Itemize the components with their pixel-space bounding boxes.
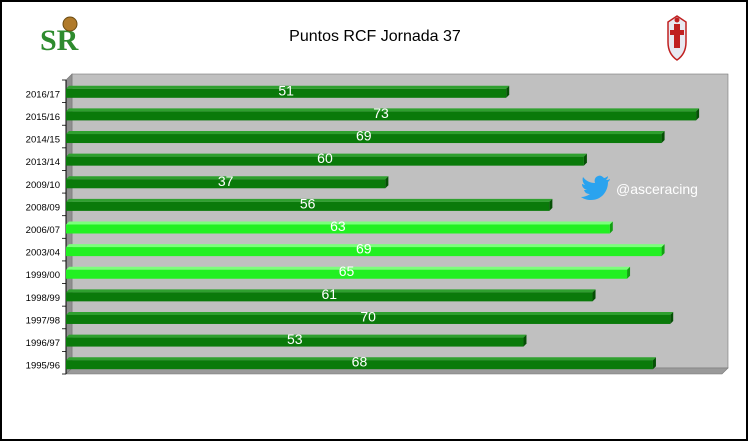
bar-top (66, 108, 700, 112)
y-tick-label: 2003/04 (26, 248, 60, 259)
bar (66, 179, 386, 189)
twitter-handle[interactable]: @asceracing (616, 181, 698, 197)
bar-top (66, 131, 665, 135)
bar (66, 134, 662, 144)
y-tick-label: 2016/17 (26, 89, 60, 100)
bar-side (523, 334, 527, 347)
bar-side (627, 266, 631, 279)
bar (66, 88, 507, 98)
bar (66, 337, 524, 347)
bar-side (385, 176, 389, 189)
bar (66, 360, 653, 370)
bar-top (66, 266, 631, 270)
bar-top (66, 244, 665, 248)
y-tick-label: 1997/98 (26, 315, 60, 326)
bar (66, 314, 671, 324)
data-label: 65 (339, 263, 355, 279)
y-tick-label: 2014/15 (26, 135, 60, 146)
club-crest-icon (667, 15, 687, 61)
y-tick-label: 2013/14 (26, 157, 60, 168)
bar-side (506, 85, 510, 98)
bar-top (66, 221, 613, 225)
y-tick-label: 2015/16 (26, 112, 60, 123)
chart-title: Puntos RCF Jornada 37 (289, 28, 461, 45)
bar-top (66, 311, 674, 315)
data-label: 70 (360, 308, 376, 324)
bar-side (592, 289, 596, 302)
data-label: 56 (300, 195, 316, 211)
y-tick-label: 1995/96 (26, 361, 60, 372)
data-label: 69 (356, 241, 372, 257)
bar (66, 269, 628, 279)
data-label: 63 (330, 218, 346, 234)
y-tick-label: 2009/10 (26, 180, 60, 191)
y-tick-label: 1996/97 (26, 338, 60, 349)
data-label: 68 (352, 354, 368, 370)
logo-ball-icon (62, 16, 78, 32)
data-label: 51 (278, 82, 294, 98)
y-tick-label: 2006/07 (26, 225, 60, 236)
bar (66, 292, 593, 302)
bar (66, 156, 584, 166)
bar-top (66, 334, 527, 338)
bar-side (652, 357, 656, 370)
y-tick-label: 1999/00 (26, 270, 60, 281)
bar (66, 111, 697, 121)
bar-top (66, 198, 553, 202)
data-label: 73 (373, 105, 389, 121)
bar-top (66, 153, 587, 157)
bar (66, 201, 550, 211)
bar-side (696, 108, 700, 121)
bar-top (66, 357, 656, 361)
bar-side (549, 198, 553, 211)
data-label: 37 (218, 173, 234, 189)
bar (66, 224, 610, 234)
bar-side (661, 244, 665, 257)
bar-top (66, 176, 389, 180)
twitter-badge[interactable]: @asceracing (580, 174, 698, 204)
y-tick-label: 2008/09 (26, 202, 60, 213)
club-monogram-logo: SR (40, 16, 79, 56)
data-label: 69 (356, 128, 372, 144)
bar (66, 247, 662, 257)
bar-side (661, 131, 665, 144)
data-label: 61 (321, 286, 337, 302)
twitter-bird-icon (581, 175, 610, 200)
y-tick-label: 1998/99 (26, 293, 60, 304)
bar-side (609, 221, 613, 234)
data-label: 53 (287, 331, 303, 347)
bar-top (66, 85, 510, 89)
bar-top (66, 289, 596, 293)
bar-side (583, 153, 587, 166)
bar-side (670, 311, 674, 324)
data-label: 60 (317, 150, 333, 166)
